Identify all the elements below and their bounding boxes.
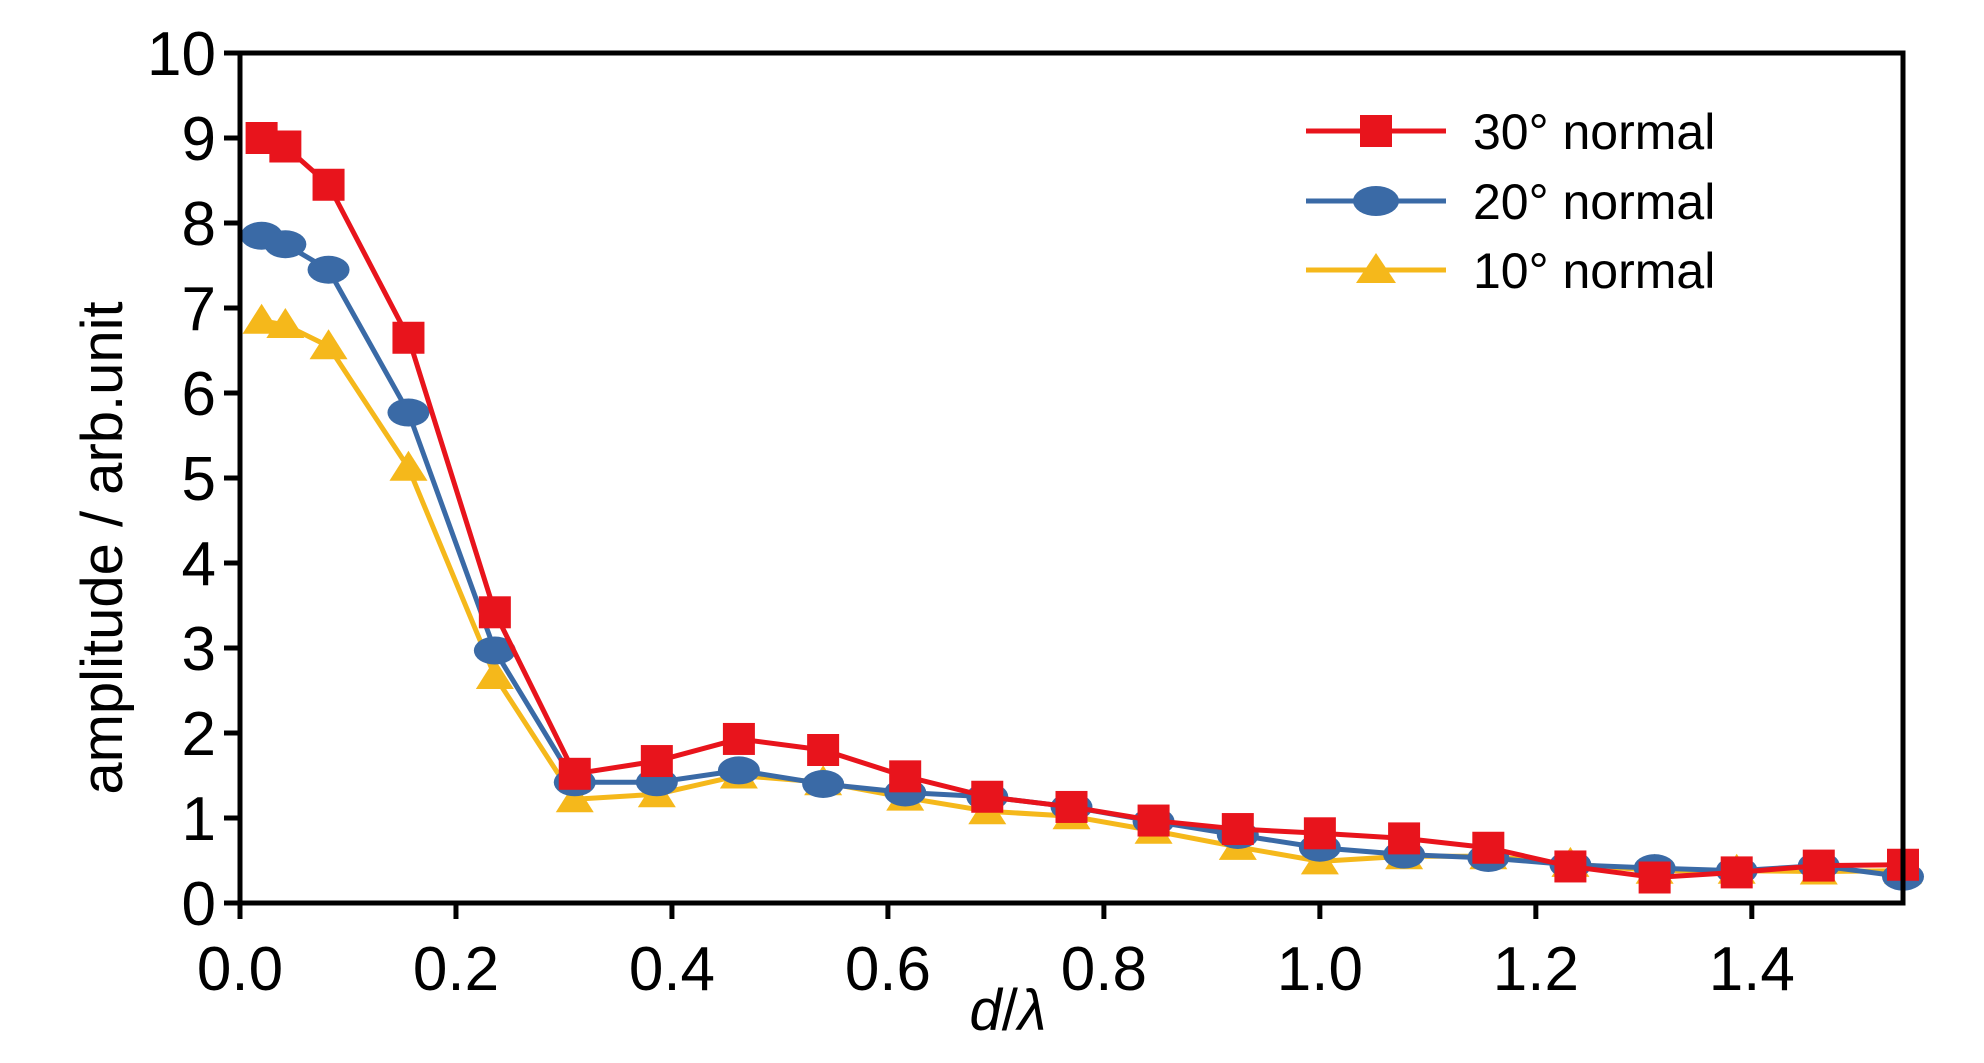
y-tick-label: 6 (182, 360, 216, 429)
series-circle (240, 221, 1924, 891)
data-point-circle (307, 255, 350, 284)
data-point-circle (717, 756, 760, 785)
data-point-square (1554, 850, 1587, 883)
legend-item-10: 10° normal (1306, 243, 1715, 299)
series-line (260, 135, 1904, 880)
legend-label-10: 10° normal (1473, 243, 1715, 299)
x-axis-title-symbol: λ (1015, 978, 1047, 1043)
data-point-square (1472, 831, 1505, 864)
data-point-square (640, 745, 673, 778)
x-axis-title: d/λ (970, 978, 1047, 1043)
series-layer (240, 122, 1924, 894)
data-point-square (889, 760, 922, 793)
data-point-square (1137, 804, 1170, 837)
y-tick-label: 4 (182, 530, 216, 599)
data-point-triangle (389, 450, 428, 481)
data-point-square (1303, 817, 1336, 850)
series-square (245, 122, 1919, 894)
y-tick-label: 8 (182, 190, 216, 259)
data-point-circle (387, 398, 430, 427)
y-tick-label: 5 (182, 445, 216, 514)
data-point-triangle (555, 782, 594, 813)
y-tick-label: 10 (147, 20, 216, 89)
data-point-triangle (242, 303, 281, 334)
x-tick-label: 0.4 (629, 935, 715, 1004)
x-tick-label: 0.0 (197, 935, 283, 1004)
legend-marker-square (1360, 115, 1392, 147)
data-point-square (1055, 790, 1088, 823)
x-axis-title-sep: / (1002, 978, 1019, 1043)
y-tick-label: 3 (182, 615, 216, 684)
legend-marker-circle (1353, 186, 1399, 216)
x-tick-label: 1.4 (1709, 935, 1795, 1004)
data-point-square (1720, 856, 1753, 889)
data-point-triangle (309, 329, 348, 360)
legend-marker-triangle (1356, 253, 1396, 283)
x-axis: 0.0 0.2 0.4 0.6 0.8 1.0 1.2 1.4 (197, 903, 1795, 1004)
legend-label-20: 20° normal (1473, 174, 1715, 230)
x-tick-label: 0.6 (845, 935, 931, 1004)
y-tick-label: 0 (182, 870, 216, 939)
legend-item-30: 30° normal (1306, 104, 1715, 160)
x-tick-label: 0.8 (1061, 935, 1147, 1004)
y-axis: 0 1 2 3 4 5 6 7 8 9 10 (147, 20, 240, 939)
y-tick-label: 1 (182, 785, 216, 854)
data-point-square (971, 780, 1004, 813)
data-point-triangle (475, 659, 514, 690)
data-point-square (312, 168, 345, 201)
data-point-square (269, 130, 302, 163)
legend: 30° normal 20° normal 10° normal (1290, 98, 1740, 300)
y-tick-label: 2 (182, 700, 216, 769)
data-point-square (1221, 813, 1254, 846)
data-point-square (722, 722, 755, 755)
data-point-circle (264, 230, 307, 259)
data-point-triangle (266, 308, 305, 338)
data-point-circle (473, 636, 516, 665)
series-line (261, 318, 1904, 875)
series-line (260, 233, 1904, 880)
y-tick-label: 7 (182, 275, 216, 344)
data-point-square (807, 734, 840, 766)
x-axis-title-var: d (970, 978, 1004, 1043)
data-point-square (392, 321, 425, 354)
legend-item-20: 20° normal (1306, 174, 1715, 230)
y-tick-label: 9 (182, 105, 216, 174)
x-tick-label: 0.2 (413, 935, 499, 1004)
data-point-square (1388, 822, 1421, 855)
y-axis-title: amplitude / arb.unit (70, 301, 135, 794)
x-tick-label: 1.2 (1493, 935, 1579, 1004)
legend-label-30: 30° normal (1473, 104, 1715, 160)
data-point-square (478, 596, 511, 629)
data-point-circle (802, 770, 845, 798)
data-point-square (1802, 849, 1835, 882)
data-point-square (558, 757, 591, 790)
x-tick-label: 1.0 (1277, 935, 1363, 1004)
data-point-square (1638, 861, 1671, 894)
